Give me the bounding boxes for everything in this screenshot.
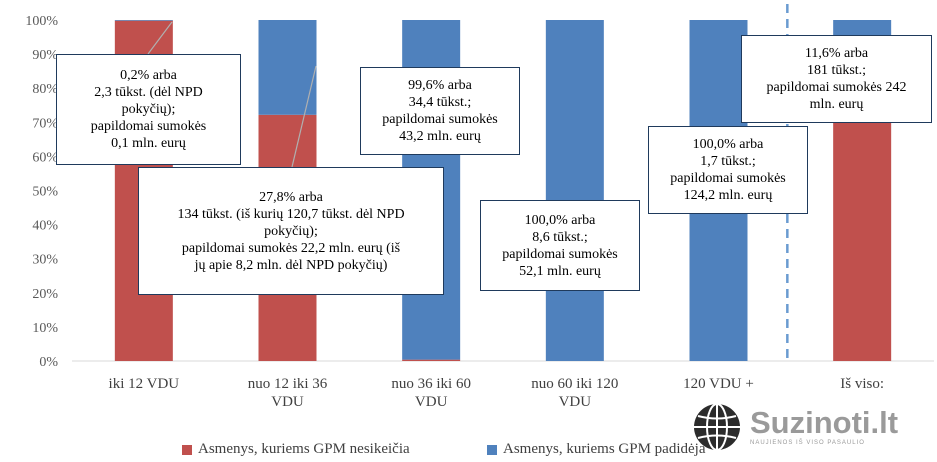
- leader-line: [291, 65, 317, 168]
- globe-icon: [694, 403, 740, 451]
- annotation-line: 100,0% arba: [692, 137, 764, 152]
- bar-nesikeicia: [402, 359, 461, 361]
- y-tick-label: 60%: [32, 150, 58, 165]
- annotation-line: 100,0% arba: [524, 212, 596, 228]
- annotation-line: 1,7 tūkst.;: [700, 154, 756, 169]
- legend-swatch-red: [182, 444, 192, 455]
- annotation-line: 181 tūkst.;: [806, 63, 867, 78]
- annotation-box-6: 11,6% arba 181 tūkst.; papildomai sumokės …: [741, 35, 932, 123]
- annotation-box-5: 100,0% arba 1,7 tūkst.; papildomai sumokės…: [648, 126, 808, 214]
- annotation-line: 134 tūkst. (iš kurių 120,7 tūkst. dėl NP…: [177, 206, 405, 222]
- logo-name: Suzinoti.lt: [750, 405, 899, 440]
- x-category-label: nuo 36 iki 60: [391, 376, 471, 392]
- annotation-line: 124,2 mln. eurų: [683, 188, 773, 203]
- annotation-line: mln. eurų: [809, 97, 864, 112]
- annotation-line: papildomai sumokės: [90, 119, 207, 134]
- annotation-line: pokyčių);: [121, 102, 176, 117]
- y-tick-label: 100%: [25, 14, 58, 29]
- annotation-line: papildomai sumokės 242: [766, 80, 907, 95]
- annotation-line: papildomai sumokės: [670, 171, 786, 186]
- bar-padideja: [545, 20, 604, 361]
- x-category-label: nuo 60 iki 120: [531, 376, 618, 392]
- leader-line: [147, 21, 173, 55]
- annotation-line: pokyčių);: [264, 223, 318, 239]
- legend-item-padideja: Asmenys, kuriems GPM padidėja: [487, 441, 705, 458]
- x-category-label: VDU: [415, 394, 448, 410]
- annotation-box-4: 100,0% arba 8,6 tūkst.; papildomai sumokės…: [480, 200, 640, 291]
- y-tick-label: 90%: [32, 48, 58, 63]
- x-category-label: VDU: [271, 394, 304, 410]
- annotation-line: 0,1 mln. eurų: [111, 136, 186, 151]
- x-category-label: VDU: [559, 394, 592, 410]
- y-tick-label: 70%: [32, 116, 58, 131]
- suzinoti-logo: Suzinoti.lt NAUJIENOS IŠ VISO PASAULIO: [692, 402, 898, 452]
- annotation-box-1: 0,2% arba 2,3 tūkst. (dėl NPD pokyčių); pap…: [56, 54, 241, 165]
- annotation-box-2: 27,8% arba 134 tūkst. (iš kurių 120,7 tūk…: [138, 167, 444, 295]
- annotation-line: 99,6% arba: [408, 78, 472, 93]
- annotation-line: 27,8% arba: [259, 189, 323, 205]
- annotation-line: 2,3 tūkst. (dėl NPD: [94, 85, 203, 100]
- x-category-label: 120 VDU +: [683, 376, 754, 392]
- logo-tagline: NAUJIENOS IŠ VISO PASAULIO: [750, 440, 865, 446]
- annotation-line: papildomai sumokės 22,2 mln. eurų (iš: [181, 240, 401, 256]
- x-category-label: nuo 12 iki 36: [248, 376, 328, 392]
- annotation-line: 11,6% arba: [804, 46, 869, 61]
- y-tick-label: 0%: [39, 355, 58, 370]
- y-tick-label: 20%: [32, 287, 58, 302]
- y-tick-label: 40%: [32, 219, 58, 234]
- bar-padideja: [114, 20, 173, 21]
- annotation-line: 8,6 tūkst.;: [532, 229, 588, 245]
- bar-padideja: [258, 20, 317, 115]
- legend-swatch-blue: [487, 444, 497, 455]
- x-category-label: Iš viso:: [840, 376, 884, 392]
- annotation-line: jų apie 8,2 mln. dėl NPD pokyčių): [194, 257, 388, 273]
- legend-label: Asmenys, kuriems GPM nesikeičia: [198, 441, 410, 457]
- y-tick-label: 10%: [32, 321, 58, 336]
- x-category-label: iki 12 VDU: [109, 376, 180, 392]
- annotation-line: papildomai sumokės: [502, 246, 618, 262]
- annotation-box-3: 99,6% arba 34,4 tūkst.; papildomai sumokės…: [360, 67, 520, 155]
- logo-text-block: Suzinoti.lt NAUJIENOS IŠ VISO PASAULIO: [750, 405, 899, 446]
- annotation-line: 0,2% arba: [120, 68, 177, 83]
- y-tick-label: 80%: [32, 82, 58, 97]
- annotation-line: papildomai sumokės: [382, 112, 498, 127]
- annotation-line: 52,1 mln. eurų: [519, 263, 601, 279]
- legend-label: Asmenys, kuriems GPM padidėja: [503, 441, 706, 457]
- annotation-line: 43,2 mln. eurų: [399, 129, 481, 144]
- y-tick-label: 30%: [32, 253, 58, 268]
- annotation-line: 34,4 tūkst.;: [408, 95, 472, 110]
- legend-item-nesikeicia: Asmenys, kuriems GPM nesikeičia: [182, 441, 410, 458]
- y-tick-label: 50%: [32, 185, 58, 200]
